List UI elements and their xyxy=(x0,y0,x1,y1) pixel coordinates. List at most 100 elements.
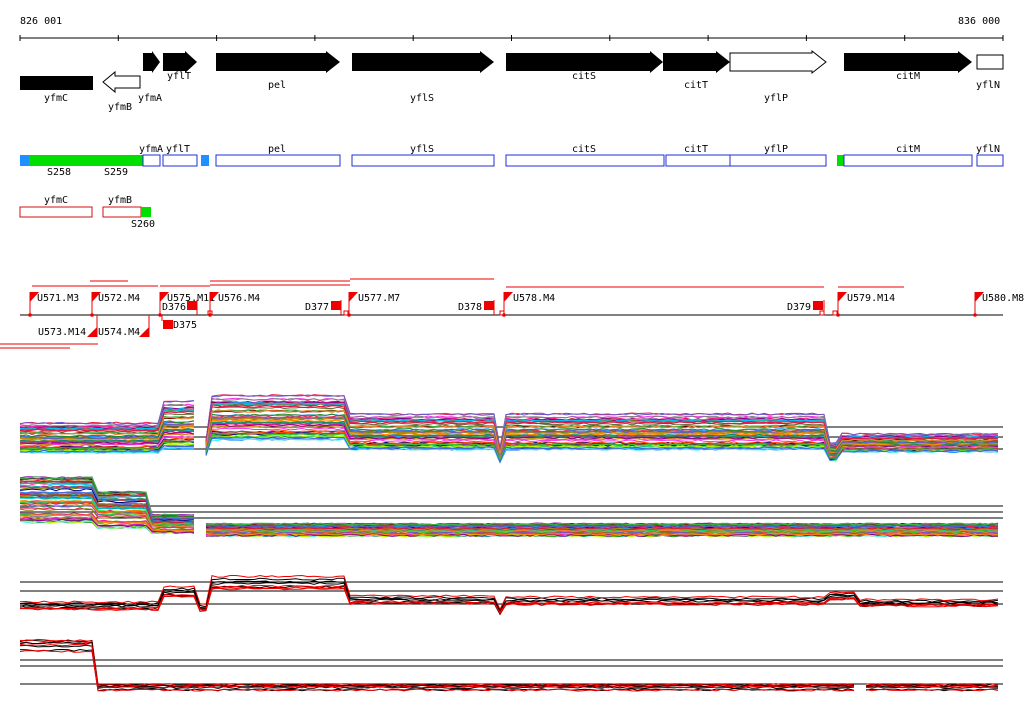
gene-arrow-citS[interactable] xyxy=(506,51,663,73)
expression-profile-line xyxy=(19,503,999,533)
gene-label: yfmC xyxy=(44,93,68,104)
feature-label: yfmC xyxy=(44,195,68,206)
downshift-marker[interactable]: D379 xyxy=(787,300,825,315)
feature-box-citT[interactable] xyxy=(665,154,731,167)
gene-arrow-pel[interactable] xyxy=(216,51,340,73)
gene-label: citS xyxy=(572,71,596,82)
gene-arrow-yfmC[interactable] xyxy=(20,76,93,90)
feature-label: pel xyxy=(268,144,286,155)
segment-label: S260 xyxy=(131,219,155,230)
gene-label: yflT xyxy=(167,71,191,82)
segment-bar-green-small xyxy=(837,155,844,166)
gene-arrow-yflP[interactable] xyxy=(729,49,827,75)
upshift-flag[interactable]: U580.M8 xyxy=(973,292,1024,317)
segment-bar-blue-small xyxy=(201,155,209,166)
feature-box-citM[interactable] xyxy=(843,154,973,167)
feature-box-yflN[interactable] xyxy=(976,154,1004,167)
upshift-flag[interactable]: U576.M4 xyxy=(208,292,260,317)
upshift-label: U577.M7 xyxy=(358,293,400,304)
feature-box-citS[interactable] xyxy=(505,154,665,167)
feature-label: citT xyxy=(684,144,708,155)
feature-label: yflS xyxy=(410,144,434,155)
gene-arrow-yfmB[interactable] xyxy=(102,70,141,94)
segment-label: S258 xyxy=(47,167,71,178)
feature-box-yfmC[interactable] xyxy=(19,206,93,218)
feature-track-forward: S258 S259 yfmA yflT pel yflS citS citT y… xyxy=(20,144,1004,178)
expression-profile-line xyxy=(19,649,999,692)
segment-bar-S260[interactable] xyxy=(141,207,151,217)
gene-label: yflN xyxy=(976,80,1000,91)
expression-profile-line xyxy=(19,641,999,688)
downshift-label: D377 xyxy=(305,302,329,313)
downshift-marker[interactable]: D376 xyxy=(162,300,198,315)
gene-track: yfmC yfmB yfmA yflT pel yflS citS citT y… xyxy=(20,49,1004,113)
expression-profile-line xyxy=(19,398,999,449)
gene-arrow-citT[interactable] xyxy=(663,51,730,73)
upshift-flag[interactable]: U578.M4 xyxy=(502,292,555,317)
downshift-marker[interactable]: D375 xyxy=(161,315,197,331)
upshift-flag[interactable]: U571.M3 xyxy=(28,292,79,317)
shift-track: U571.M3 U572.M4 U573.M14 U574.M4 U575.M1… xyxy=(0,278,1024,349)
upshift-label: U576.M4 xyxy=(218,293,260,304)
feature-label: yfmA xyxy=(139,144,163,155)
gene-arrow-yfmA[interactable] xyxy=(143,51,160,73)
feature-box-yfmA[interactable] xyxy=(142,154,161,167)
gene-label: yfmA xyxy=(138,93,162,104)
expression-profile-line xyxy=(19,436,999,464)
expression-profile-line xyxy=(20,416,999,456)
expression-profile-line xyxy=(19,644,999,690)
upshift-flag[interactable]: U579.M14 xyxy=(836,292,895,317)
gene-label: citM xyxy=(896,71,920,82)
feature-box-pel[interactable] xyxy=(215,154,341,167)
expression-profile-line xyxy=(19,580,999,612)
upshift-flag-reverse[interactable]: U573.M14 xyxy=(38,315,98,338)
upshift-flag-reverse[interactable]: U574.M4 xyxy=(98,315,150,338)
downshift-label: D379 xyxy=(787,302,811,313)
feature-label: yflT xyxy=(166,144,190,155)
downshift-label: D378 xyxy=(458,302,482,313)
segment-bar-S258[interactable] xyxy=(29,155,143,166)
feature-box-yfmB[interactable] xyxy=(102,206,142,218)
feature-label: yflN xyxy=(976,144,1000,155)
expression-profile-line xyxy=(19,586,999,615)
downshift-marker[interactable]: D378 xyxy=(458,300,495,315)
ruler-ticks xyxy=(19,35,1004,41)
expression-profile-line xyxy=(19,638,999,687)
upshift-label: U578.M4 xyxy=(513,293,555,304)
segment-bar-blue xyxy=(20,155,29,166)
expression-profiles-forward xyxy=(19,394,1003,464)
expression-profile-line xyxy=(19,584,999,614)
upshift-flag[interactable]: U577.M7 xyxy=(347,292,400,317)
gene-label: yflP xyxy=(764,93,788,104)
expression-profile-line xyxy=(19,409,999,454)
expression-summary-forward xyxy=(19,574,1003,616)
expression-profile-line xyxy=(20,402,999,450)
feature-box-yflS[interactable] xyxy=(351,154,495,167)
expression-profile-line xyxy=(19,418,999,458)
gene-arrow-yflT[interactable] xyxy=(163,51,197,73)
gene-label: yflS xyxy=(410,93,434,104)
expression-profile-line xyxy=(19,394,999,448)
coordinate-ruler: 826 001 836 000 xyxy=(19,16,1004,41)
gene-arrow-yflS[interactable] xyxy=(352,51,494,73)
expression-profile-line xyxy=(19,643,999,689)
expression-profile-line xyxy=(19,413,999,454)
expression-profile-line xyxy=(19,409,999,454)
downshift-marker[interactable]: D377 xyxy=(305,300,342,315)
expression-profile-line xyxy=(19,520,999,538)
upshift-flag[interactable]: U575.M11 xyxy=(158,292,215,317)
expression-profile-line xyxy=(19,639,998,687)
region-start-label: 826 001 xyxy=(20,16,62,27)
expression-profile-line xyxy=(19,514,999,536)
gene-arrow-citM[interactable] xyxy=(844,51,972,73)
upshift-label: U574.M4 xyxy=(98,327,140,338)
gene-label: citT xyxy=(684,80,708,91)
upshift-flag[interactable]: U572.M4 xyxy=(90,292,140,317)
shift-small-ticks xyxy=(207,310,838,316)
downshift-label: D375 xyxy=(173,320,197,331)
feature-box-yflT[interactable] xyxy=(162,154,198,167)
upshift-label: U573.M14 xyxy=(38,327,86,338)
feature-box-yflP[interactable] xyxy=(729,154,827,167)
gene-arrow-yflN[interactable] xyxy=(976,54,1004,70)
